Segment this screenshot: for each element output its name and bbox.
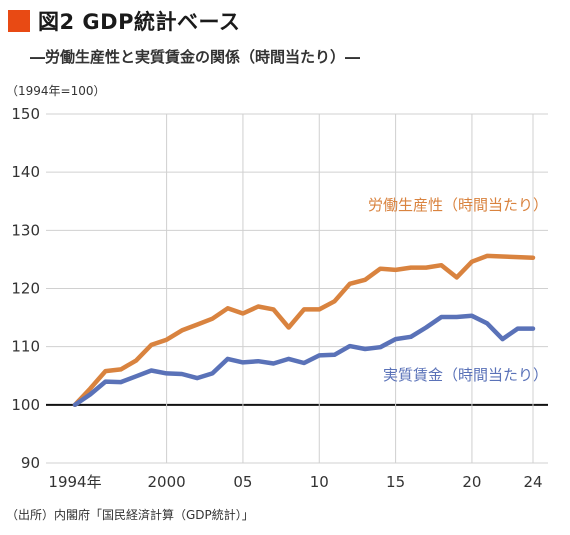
y-tick-label: 150 — [11, 105, 40, 123]
y-tick-label: 110 — [11, 338, 40, 356]
x-tick-label: 1994年 — [48, 473, 101, 491]
wage-series-line — [72, 313, 536, 408]
chart-subtitle: ―労働生産性と実質賃金の関係（時間当たり）― — [30, 48, 361, 66]
unit-note: （1994年=100） — [6, 84, 106, 98]
series-layer — [72, 253, 536, 408]
chart-title: 図2 GDP統計ベース — [38, 10, 241, 34]
productivity-series-line — [72, 253, 536, 408]
source-note: （出所）内閣府「国民経済計算（GDP統計）」 — [6, 508, 254, 522]
y-tick-label: 130 — [11, 221, 40, 239]
wage-series-label: 実質賃金（時間当たり） — [383, 366, 548, 384]
series-label-layer: 労働生産性（時間当たり） 実質賃金（時間当たり） — [368, 196, 548, 384]
y-tick-label: 90 — [21, 454, 40, 472]
x-tick-label: 20 — [462, 473, 481, 491]
axis-layer: 90 100 110 120 130 140 150 1994年 2000 05 10 15 20 24 — [11, 105, 542, 491]
x-tick-label: 05 — [233, 473, 252, 491]
y-tick-label: 100 — [11, 396, 40, 414]
x-tick-label: 10 — [310, 473, 329, 491]
grid-layer — [46, 113, 548, 464]
x-tick-label: 15 — [386, 473, 405, 491]
y-tick-label: 140 — [11, 163, 40, 181]
title-marker-square — [8, 10, 30, 32]
x-tick-label: 24 — [523, 473, 542, 491]
x-tick-label: 2000 — [148, 473, 186, 491]
chart-title-row: 図2 GDP統計ベース — [8, 6, 240, 36]
productivity-series-label: 労働生産性（時間当たり） — [368, 196, 548, 214]
y-tick-label: 120 — [11, 280, 40, 298]
